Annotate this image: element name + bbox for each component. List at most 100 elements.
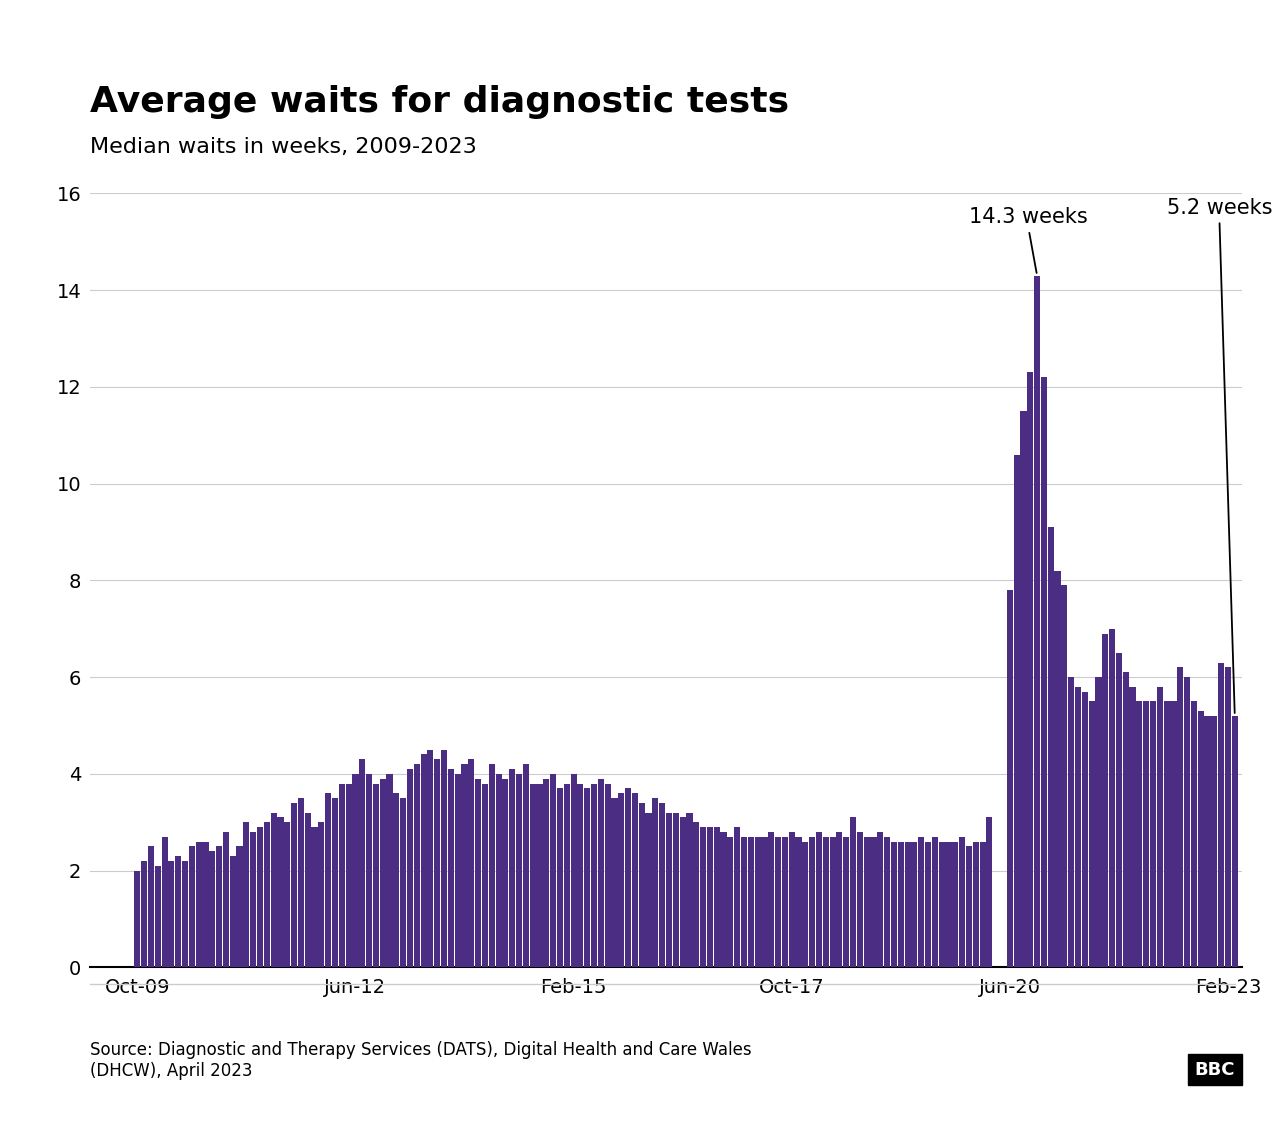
Bar — [196, 842, 202, 967]
Bar — [155, 866, 161, 967]
Bar — [516, 774, 522, 967]
Bar — [462, 765, 467, 967]
Bar — [346, 783, 352, 967]
Bar — [884, 836, 890, 967]
Bar — [653, 798, 658, 967]
Bar — [959, 836, 965, 967]
Bar — [768, 832, 774, 967]
Bar — [270, 813, 276, 967]
Bar — [591, 783, 596, 967]
Bar — [141, 860, 147, 967]
Bar — [774, 836, 781, 967]
Bar — [134, 871, 141, 967]
Bar — [1068, 677, 1074, 967]
Bar — [844, 836, 850, 967]
Bar — [714, 827, 719, 967]
Bar — [209, 851, 215, 967]
Bar — [727, 836, 733, 967]
Bar — [612, 798, 617, 967]
Bar — [161, 836, 168, 967]
Bar — [1137, 701, 1143, 967]
Bar — [604, 783, 611, 967]
Bar — [243, 822, 250, 967]
Text: Average waits for diagnostic tests: Average waits for diagnostic tests — [90, 85, 788, 119]
Text: 5.2 weeks: 5.2 weeks — [1166, 198, 1272, 714]
Bar — [563, 783, 570, 967]
Bar — [762, 836, 768, 967]
Bar — [618, 793, 625, 967]
Bar — [782, 836, 788, 967]
Bar — [694, 822, 699, 967]
Bar — [1129, 686, 1135, 967]
Bar — [223, 832, 229, 967]
Bar — [413, 765, 420, 967]
Bar — [1096, 677, 1102, 967]
Bar — [966, 847, 972, 967]
Bar — [257, 827, 264, 967]
Bar — [632, 793, 637, 967]
Bar — [815, 832, 822, 967]
Bar — [352, 774, 358, 967]
Text: Median waits in weeks, 2009-2023: Median waits in weeks, 2009-2023 — [90, 137, 476, 157]
Bar — [946, 842, 951, 967]
Bar — [788, 832, 795, 967]
Bar — [148, 847, 154, 967]
Bar — [1225, 667, 1231, 967]
Bar — [1041, 377, 1047, 967]
Bar — [1082, 692, 1088, 967]
Bar — [169, 860, 174, 967]
Bar — [864, 836, 869, 967]
Bar — [1108, 628, 1115, 967]
Bar — [1157, 686, 1162, 967]
Bar — [584, 789, 590, 967]
Bar — [823, 836, 829, 967]
Bar — [495, 774, 502, 967]
Bar — [598, 778, 604, 967]
Bar — [360, 759, 365, 967]
Bar — [905, 842, 910, 967]
Bar — [387, 774, 393, 967]
Bar — [1102, 634, 1108, 967]
Bar — [291, 803, 297, 967]
Bar — [305, 813, 311, 967]
Bar — [1061, 585, 1068, 967]
Bar — [803, 842, 809, 967]
Bar — [278, 817, 284, 967]
Bar — [1190, 701, 1197, 967]
Bar — [721, 832, 727, 967]
Text: 14.3 weeks: 14.3 weeks — [969, 207, 1088, 273]
Bar — [475, 778, 481, 967]
Bar — [829, 836, 836, 967]
Bar — [434, 759, 440, 967]
Bar — [468, 759, 475, 967]
Bar — [188, 847, 195, 967]
Text: Source: Diagnostic and Therapy Services (DATS), Digital Health and Care Wales
(D: Source: Diagnostic and Therapy Services … — [90, 1041, 751, 1080]
Bar — [911, 842, 918, 967]
Bar — [216, 847, 223, 967]
Bar — [836, 832, 842, 967]
Bar — [407, 769, 413, 967]
Bar — [1034, 275, 1041, 967]
Bar — [401, 798, 406, 967]
Bar — [380, 778, 385, 967]
Bar — [680, 817, 686, 967]
Bar — [741, 836, 748, 967]
Bar — [557, 789, 563, 967]
Bar — [700, 827, 707, 967]
Bar — [891, 842, 897, 967]
Bar — [1075, 686, 1082, 967]
Bar — [1178, 667, 1183, 967]
Bar — [1055, 571, 1061, 967]
Bar — [918, 836, 924, 967]
Bar — [1020, 411, 1027, 967]
Bar — [372, 783, 379, 967]
Bar — [897, 842, 904, 967]
Bar — [1219, 662, 1224, 967]
Bar — [489, 765, 495, 967]
Bar — [952, 842, 959, 967]
Bar — [707, 827, 713, 967]
Bar — [1014, 454, 1020, 967]
Bar — [973, 842, 979, 967]
Bar — [332, 798, 338, 967]
Bar — [1204, 716, 1211, 967]
